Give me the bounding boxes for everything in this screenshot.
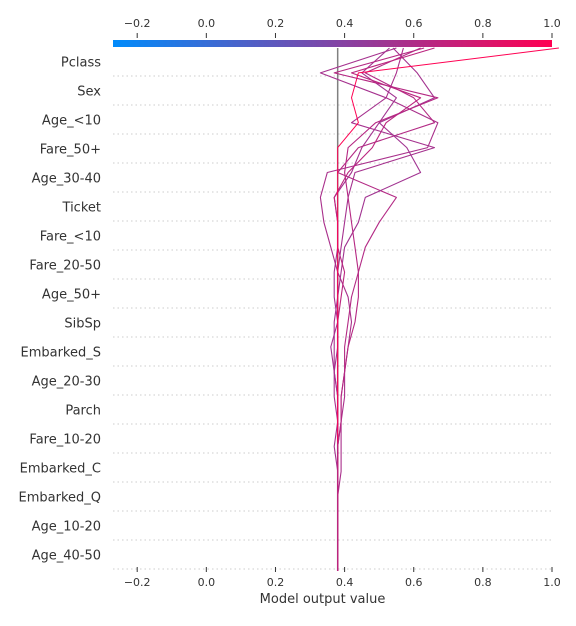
bottom-x-axis: −0.2 0.0 0.2 0.4 0.6 0.8 1.0 <box>124 567 561 589</box>
bottom-tick-label: −0.2 <box>124 576 151 589</box>
feature-label: Age_30-40 <box>32 172 101 187</box>
feature-label: SibSp <box>64 317 101 332</box>
feature-label: Pclass <box>61 56 101 71</box>
feature-label: Age_40-50 <box>32 549 101 564</box>
top-tick-label: 0.0 <box>198 17 216 30</box>
feature-label: Parch <box>65 404 101 419</box>
top-tick-label: −0.2 <box>124 17 151 30</box>
feature-label: Fare_50+ <box>40 143 101 158</box>
bottom-tick-label: 0.2 <box>267 576 285 589</box>
decision-path-line <box>333 47 422 571</box>
bottom-tick-label: 0.6 <box>405 576 423 589</box>
feature-label: Age_<10 <box>42 114 101 129</box>
top-tick-label: 0.2 <box>267 17 285 30</box>
decision-path-line <box>333 47 439 571</box>
feature-label: Embarked_Q <box>19 491 102 506</box>
decision-path-line <box>337 47 436 571</box>
feature-label: Fare_<10 <box>40 230 101 245</box>
feature-label: Age_20-30 <box>32 375 101 390</box>
top-x-axis: −0.2 0.0 0.2 0.4 0.6 0.8 1.0 <box>124 17 561 38</box>
feature-labels: Pclass Sex Age_<10 Fare_50+ Age_30-40 Ticket F… <box>19 56 102 564</box>
x-axis-title: Model output value <box>260 592 386 607</box>
top-tick-label: 0.4 <box>336 17 354 30</box>
bottom-tick-label: 0.0 <box>198 576 216 589</box>
feature-label: Sex <box>77 85 101 100</box>
bottom-tick-label: 0.4 <box>336 576 354 589</box>
top-tick-label: 0.6 <box>405 17 423 30</box>
feature-label: Embarked_C <box>20 462 101 477</box>
feature-label: Fare_10-20 <box>29 433 101 448</box>
bottom-tick-label: 1.0 <box>543 576 561 589</box>
bottom-tick-label: 0.8 <box>474 576 492 589</box>
top-tick-label: 1.0 <box>543 17 561 30</box>
top-tick-label: 0.8 <box>474 17 492 30</box>
feature-label: Age_50+ <box>42 288 101 303</box>
feature-label: Embarked_S <box>20 346 101 361</box>
feature-label: Ticket <box>62 201 101 216</box>
colorbar <box>113 40 552 47</box>
feature-label: Fare_20-50 <box>29 259 101 274</box>
gridlines <box>113 75 552 570</box>
feature-label: Age_10-20 <box>32 520 101 535</box>
decision-paths <box>319 47 559 571</box>
